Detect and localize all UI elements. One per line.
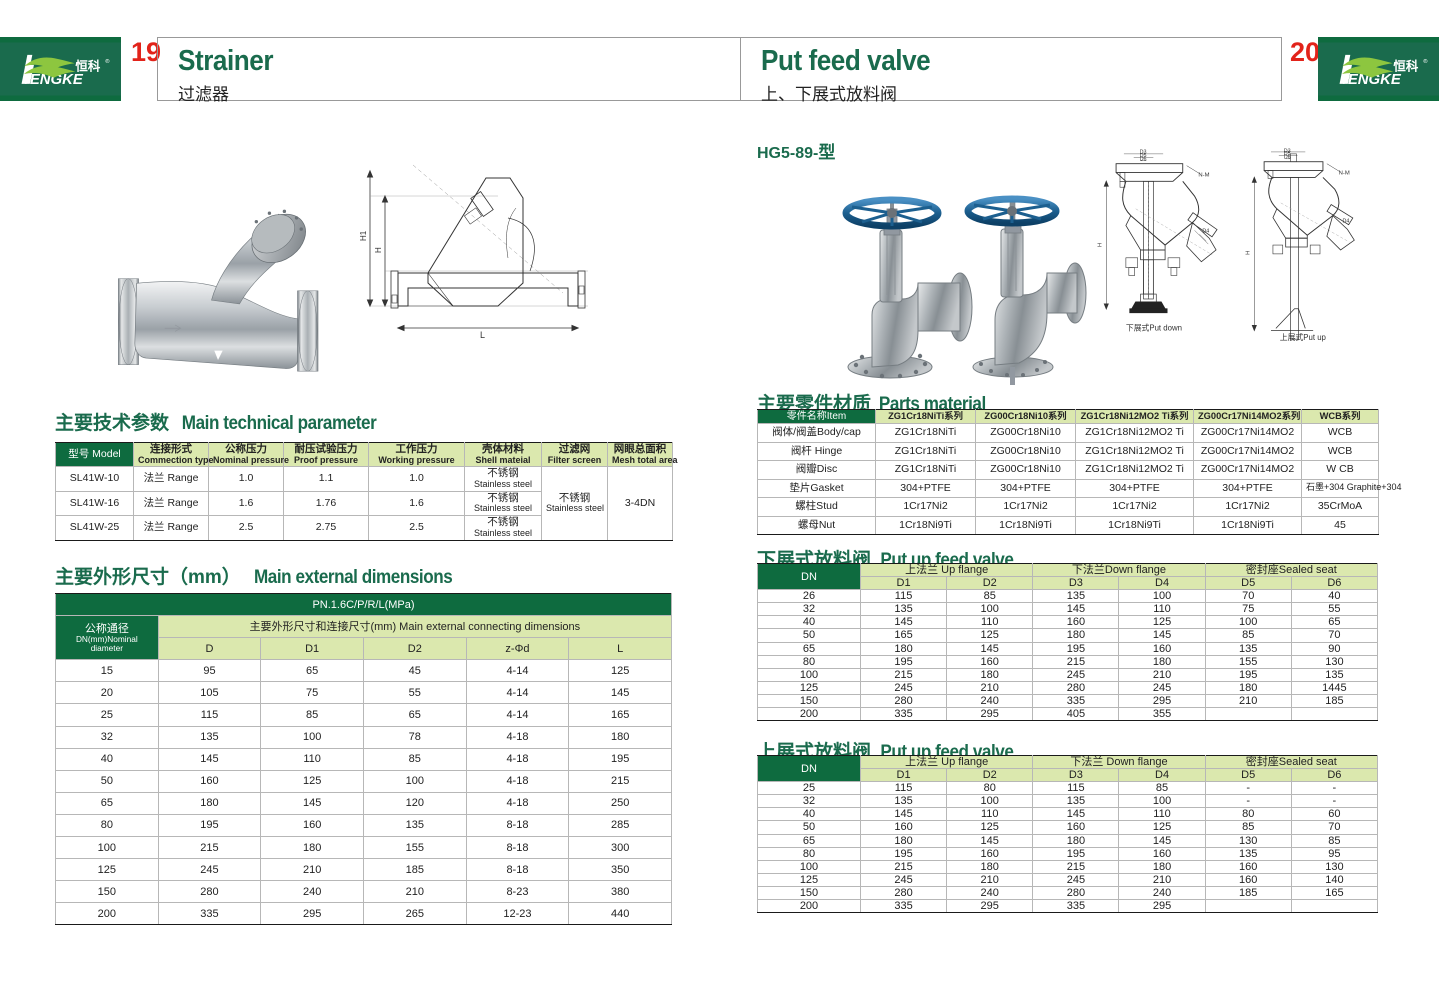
svg-text:H: H xyxy=(374,247,383,253)
svg-text:下展式Put down: 下展式Put down xyxy=(1126,322,1182,332)
svg-text:上展式Put up: 上展式Put up xyxy=(1280,332,1327,342)
svg-text:D4: D4 xyxy=(1202,228,1209,234)
svg-text:L: L xyxy=(480,330,485,340)
svg-text:N-M: N-M xyxy=(1339,170,1350,176)
svg-text:恒科: 恒科 xyxy=(1393,59,1418,74)
svg-text:N-M: N-M xyxy=(1198,172,1209,178)
svg-text:®: ® xyxy=(105,58,110,65)
svg-text:D6: D6 xyxy=(1140,157,1147,163)
svg-text:H: H xyxy=(1097,243,1103,247)
svg-text:H1: H1 xyxy=(359,230,368,241)
svg-text:D4: D4 xyxy=(1343,219,1350,225)
svg-text:恒科: 恒科 xyxy=(75,59,100,74)
svg-text:H: H xyxy=(1245,251,1251,255)
svg-text:D6: D6 xyxy=(1284,155,1291,161)
svg-text:®: ® xyxy=(1423,58,1428,65)
